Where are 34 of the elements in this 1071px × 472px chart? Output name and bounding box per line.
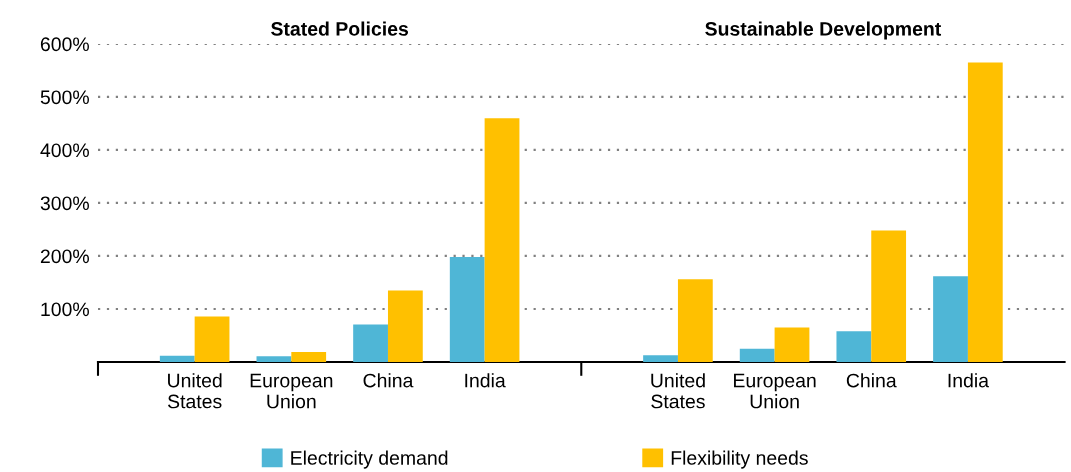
bar xyxy=(194,316,230,363)
x-tick-label: European Union xyxy=(734,373,816,409)
bar xyxy=(739,348,775,363)
bar xyxy=(387,290,423,363)
chart-title: Sustainable Development xyxy=(705,21,942,40)
chart-title: Stated Policies xyxy=(271,21,409,36)
y-tick-label: 300% xyxy=(40,196,89,211)
y-tick-label: 500% xyxy=(40,90,89,105)
x-tick-label: United States xyxy=(167,373,222,409)
legend-label: Electricity demand xyxy=(291,450,448,469)
x-tick-label: India xyxy=(948,373,989,388)
bar xyxy=(677,279,713,363)
y-tick-label: 100% xyxy=(41,302,89,317)
bar xyxy=(353,324,388,363)
x-tick-label: European Union xyxy=(250,373,333,409)
x-tick-label: China xyxy=(846,373,897,388)
legend-label: Flexibility needs xyxy=(671,450,808,469)
bar xyxy=(774,327,810,363)
y-tick-label: 400% xyxy=(40,143,89,158)
x-tick-label: United States xyxy=(651,373,705,409)
y-tick-label: 200% xyxy=(40,249,89,264)
bar xyxy=(484,118,520,363)
bar xyxy=(256,356,292,363)
x-tick-label: China xyxy=(363,373,414,388)
bar xyxy=(291,351,327,363)
bar xyxy=(871,230,907,363)
y-tick-label: 600% xyxy=(40,37,89,52)
bar xyxy=(933,276,968,363)
bar xyxy=(159,355,195,363)
bar xyxy=(967,62,1003,363)
bar xyxy=(449,257,485,363)
bar xyxy=(836,331,872,363)
x-tick-label: India xyxy=(465,373,506,388)
bar xyxy=(643,355,678,363)
